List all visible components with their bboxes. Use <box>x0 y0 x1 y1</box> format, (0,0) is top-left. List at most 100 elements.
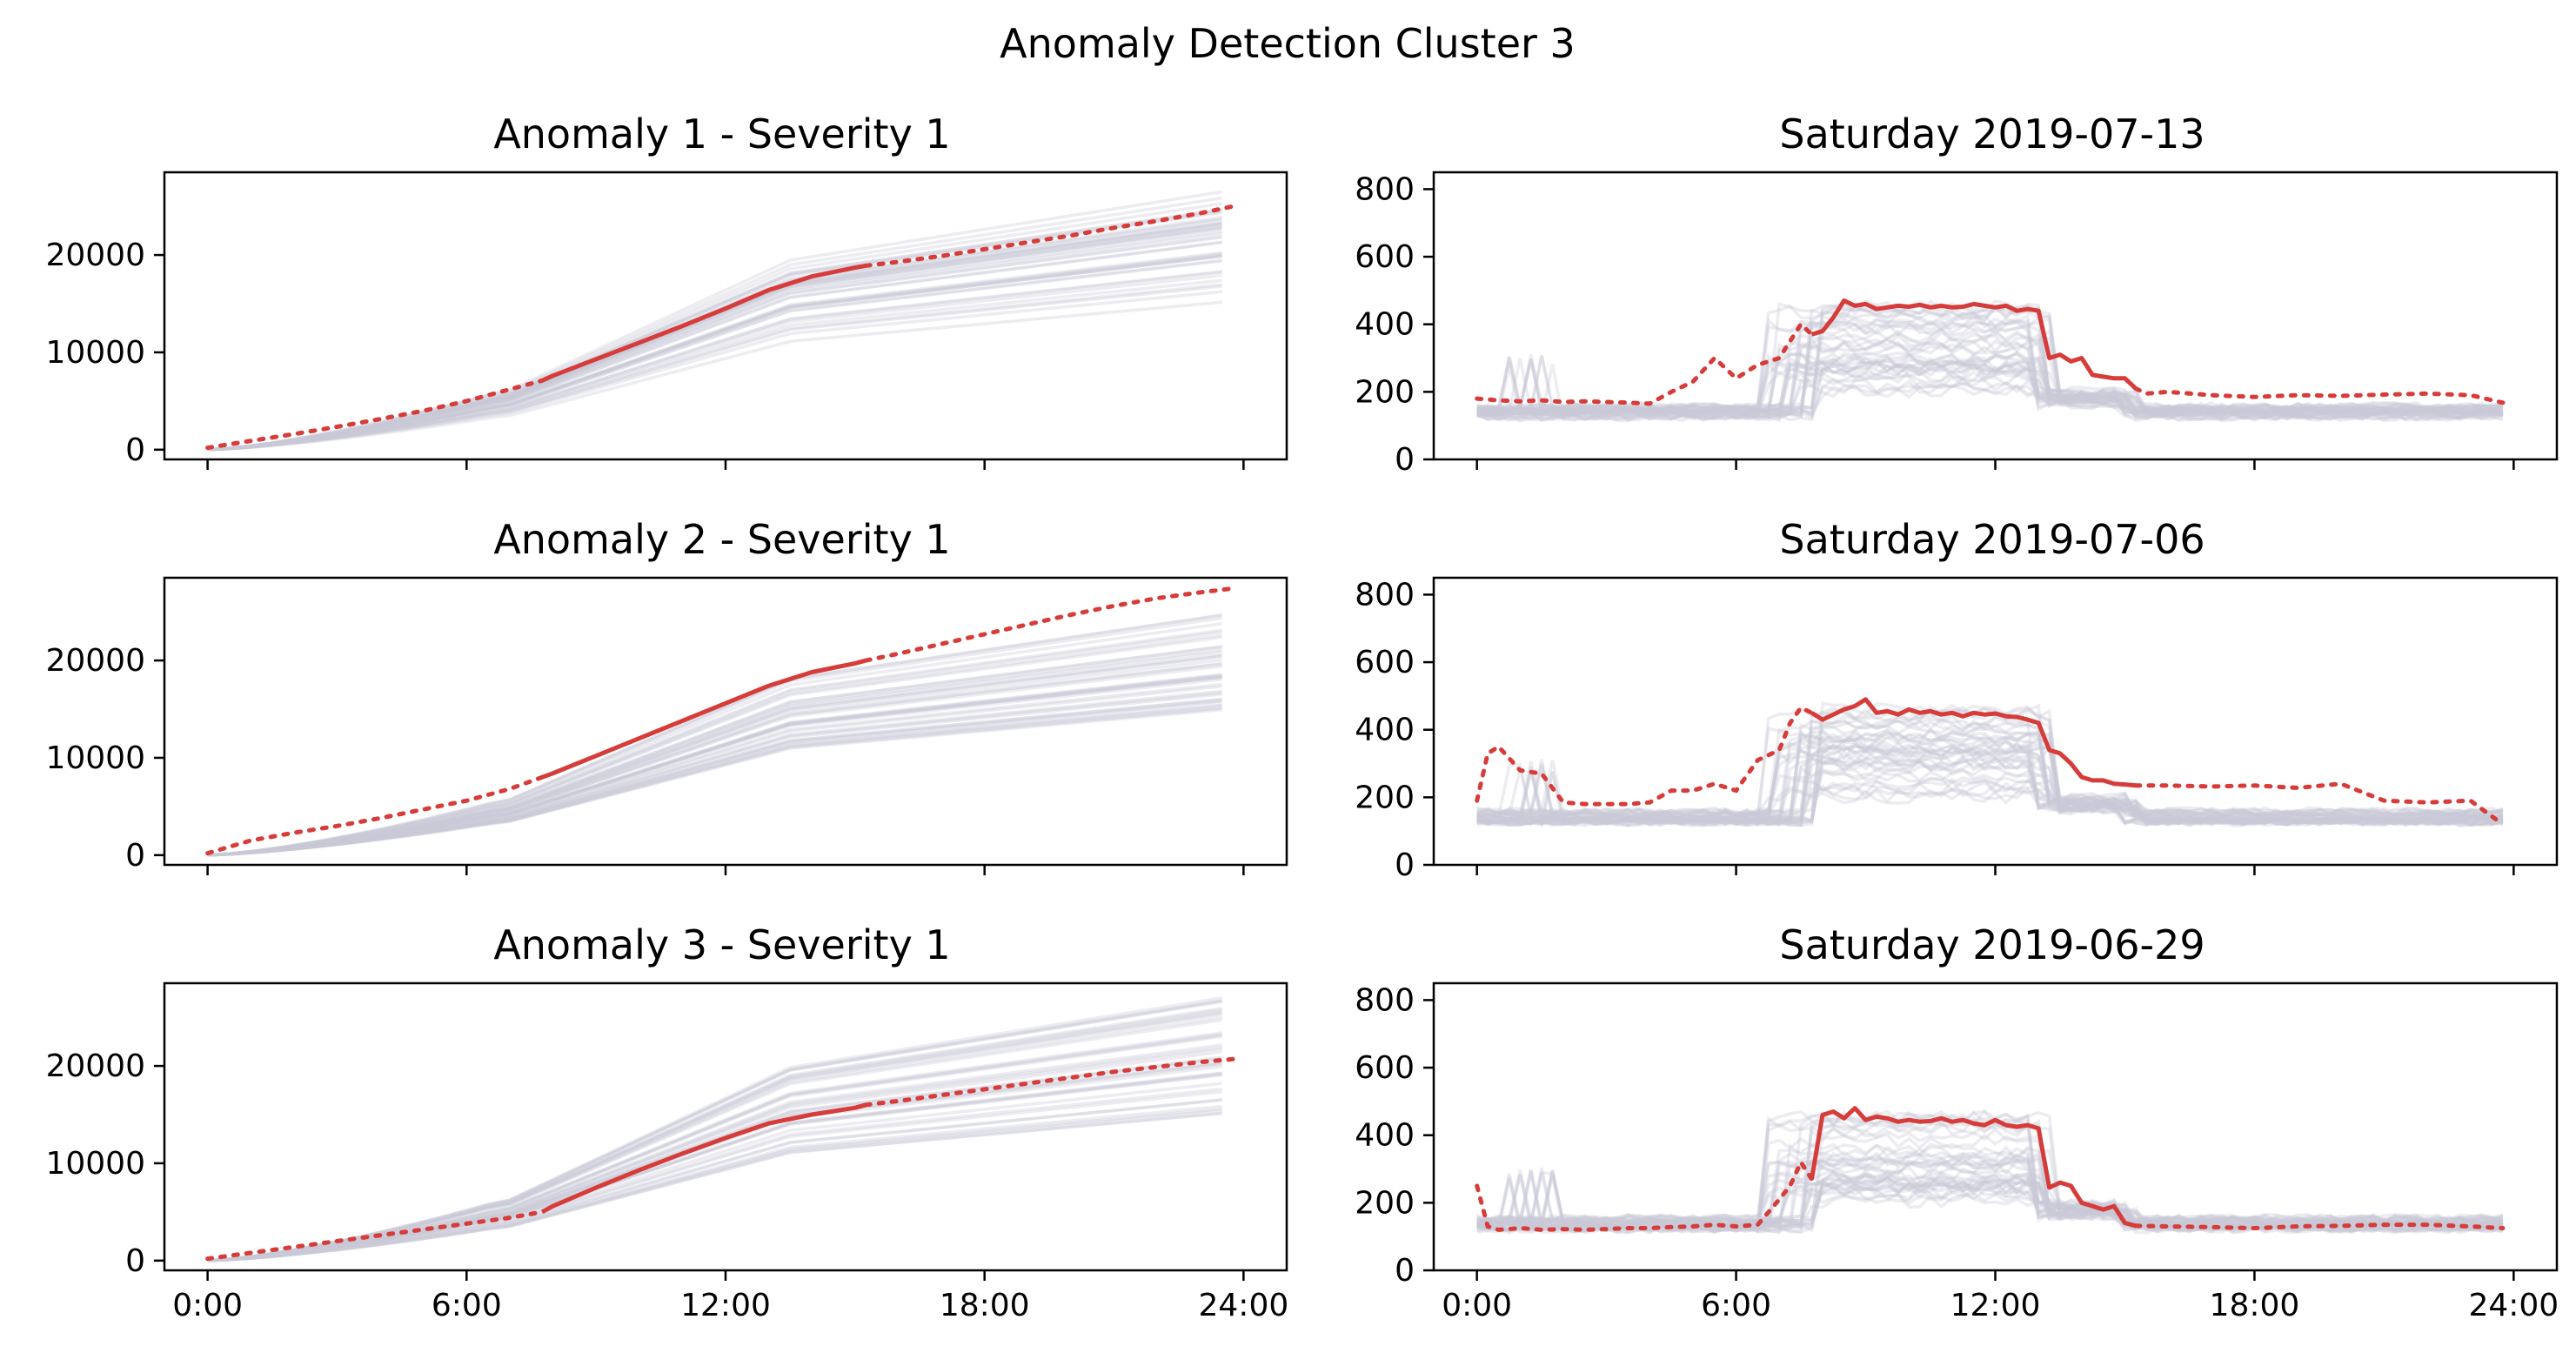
background-series-line <box>1476 767 2504 823</box>
anomaly-window-line <box>1810 697 2137 788</box>
background-series-line <box>1476 743 2504 825</box>
background-series-line <box>207 1109 1222 1263</box>
background-series-line <box>1475 733 2504 818</box>
background-series-line <box>207 673 1222 857</box>
y-tick-label: 400 <box>1355 307 1415 343</box>
background-series-line <box>1476 736 2504 822</box>
background-series-line <box>1476 358 2504 417</box>
y-tick-label: 0 <box>125 432 145 468</box>
background-series-line <box>207 300 1222 452</box>
background-series-line <box>207 613 1222 857</box>
background-series-line <box>1476 766 2504 826</box>
background-series-line <box>1476 1126 2504 1235</box>
background-series-line <box>1476 352 2503 413</box>
background-series-line <box>1476 1169 2504 1227</box>
y-tick-label: 10000 <box>45 335 145 371</box>
background-series-line <box>207 1055 1222 1263</box>
background-series-line <box>207 703 1222 857</box>
background-series-line <box>207 645 1222 857</box>
background-series-line <box>207 1111 1222 1263</box>
background-series-line <box>207 252 1222 452</box>
background-series-line <box>1476 340 2504 419</box>
y-tick-label: 20000 <box>45 238 145 273</box>
background-lines <box>207 613 1222 857</box>
background-series-line <box>1476 752 2504 819</box>
panel-anomaly-2-daily: Saturday 2019-07-06 0 200 400 600 800 <box>1355 516 2559 883</box>
background-series-line <box>207 227 1222 452</box>
background-series-line <box>207 635 1222 857</box>
background-series-line <box>207 675 1222 857</box>
background-series-line <box>207 654 1222 857</box>
background-series-line <box>207 254 1222 452</box>
background-series-line <box>1476 370 2504 420</box>
anomaly-context-after-line <box>863 1056 1235 1108</box>
background-series-line <box>207 283 1222 452</box>
background-series-line <box>1476 741 2503 819</box>
anomaly-context-after-line <box>2133 386 2506 405</box>
background-series-line <box>1476 1159 2503 1229</box>
anomaly-context-after-line <box>863 204 1235 268</box>
background-lines <box>1475 701 2504 828</box>
background-series-line <box>1476 730 2504 823</box>
y-tick-label: 10000 <box>45 1146 145 1182</box>
background-series-line <box>1476 1145 2504 1234</box>
background-series-line <box>207 613 1222 857</box>
background-series-line <box>1476 330 2504 416</box>
background-series-line <box>1476 376 2504 419</box>
background-series-line <box>207 1073 1222 1263</box>
background-series-line <box>207 211 1222 452</box>
background-series-line <box>207 202 1222 452</box>
background-series-line <box>1476 1115 2504 1232</box>
background-series-line <box>1476 1121 2504 1223</box>
background-series-line <box>207 230 1222 452</box>
panel-anomaly-1-cumulative: Anomaly 1 - Severity 1 0 10000 20000 <box>45 111 1288 470</box>
y-tick-label: 0 <box>125 838 145 874</box>
background-series-line <box>1476 1183 2504 1225</box>
background-series-line <box>207 684 1222 857</box>
background-series-line <box>207 650 1222 857</box>
background-series-line <box>1476 360 2503 422</box>
background-series-line <box>1476 753 2503 826</box>
background-series-line <box>1476 1119 2504 1232</box>
x-tick-label: 12:00 <box>1950 1288 2041 1323</box>
background-series-line <box>1476 338 2504 413</box>
background-series-line <box>207 691 1222 857</box>
background-series-line <box>1476 739 2504 826</box>
background-series-line <box>207 236 1222 452</box>
background-series-line <box>1476 1150 2504 1229</box>
background-series-line <box>1476 363 2503 422</box>
background-series-line <box>207 234 1222 452</box>
background-series-line <box>1476 1142 2504 1225</box>
x-tick-label: 12:00 <box>680 1288 771 1323</box>
background-series-line <box>1476 1165 2504 1230</box>
background-series-line <box>207 682 1222 857</box>
background-series-line <box>207 1087 1222 1263</box>
background-series-line <box>1476 339 2504 417</box>
background-series-line <box>207 658 1222 857</box>
y-tick-label: 600 <box>1355 1050 1415 1086</box>
y-tick-label: 800 <box>1355 577 1415 613</box>
background-series-line <box>1476 740 2503 821</box>
background-series-line <box>1476 320 2504 418</box>
background-series-line <box>1476 336 2504 421</box>
background-series-line <box>207 1073 1222 1263</box>
background-series-line <box>1476 1170 2504 1224</box>
background-series-line <box>1476 701 2504 826</box>
anomaly-context-before-line <box>1475 320 1814 406</box>
background-series-line <box>207 1082 1222 1263</box>
background-series-line <box>207 225 1222 452</box>
background-series-line <box>1476 382 2503 416</box>
background-series-line <box>1476 360 2504 415</box>
background-series-line <box>1476 1153 2504 1229</box>
background-series-line <box>207 208 1222 452</box>
background-series-line <box>1475 788 2504 821</box>
background-series-line <box>207 215 1222 452</box>
background-series-line <box>207 704 1222 857</box>
background-series-line <box>1476 755 2504 827</box>
panel-anomaly-2-cumulative: Anomaly 2 - Severity 1 0 10000 20000 <box>45 516 1288 875</box>
background-series-line <box>1476 727 2503 824</box>
background-series-line <box>207 689 1222 857</box>
background-series-line <box>207 645 1222 857</box>
background-series-line <box>1476 1170 2504 1230</box>
background-series-line <box>207 654 1222 857</box>
